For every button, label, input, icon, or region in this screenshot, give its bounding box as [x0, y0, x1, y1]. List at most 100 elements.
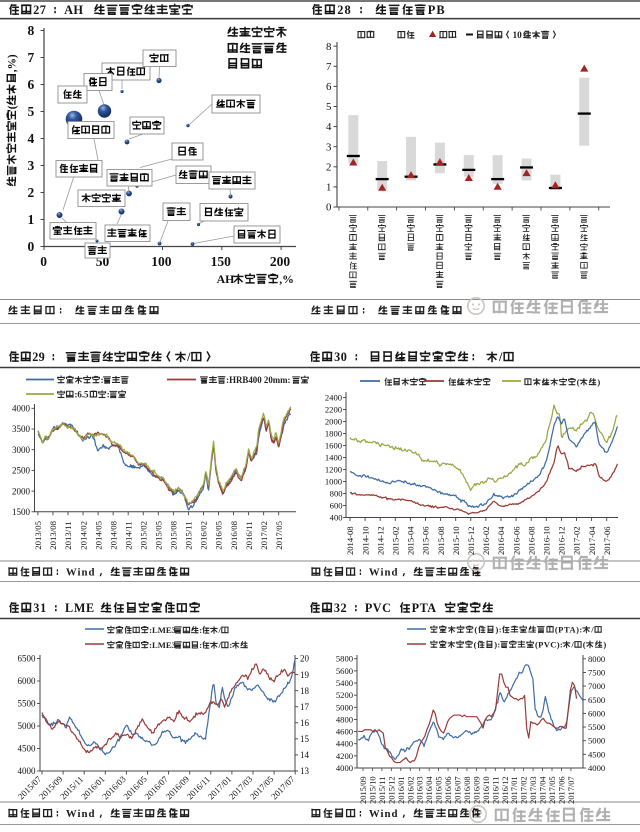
svg-text:2016/02: 2016/02	[199, 521, 209, 550]
svg-text:PVC: PVC	[365, 601, 392, 615]
svg-text:3000: 3000	[12, 445, 31, 455]
svg-text:6000: 6000	[17, 676, 36, 686]
svg-text:4500: 4500	[17, 744, 36, 754]
svg-text:28: 28	[337, 3, 351, 17]
svg-text:1: 1	[326, 182, 331, 194]
svg-text:2014-10: 2014-10	[360, 526, 370, 555]
svg-text:17: 17	[300, 702, 310, 712]
svg-text:(: (	[583, 640, 586, 650]
svg-text:2016-10: 2016-10	[542, 526, 552, 555]
svg-text:0: 0	[40, 254, 47, 269]
svg-text:7: 7	[27, 50, 34, 65]
svg-text:(: (	[577, 377, 580, 387]
svg-text:):: ):	[495, 625, 502, 635]
svg-text:2016/11: 2016/11	[491, 777, 500, 804]
svg-text:5000: 5000	[17, 721, 36, 731]
svg-text:2015/02: 2015/02	[138, 521, 148, 550]
svg-text:6000: 6000	[588, 708, 605, 718]
svg-text:2015/09: 2015/09	[359, 776, 368, 803]
svg-text:(PTA):: (PTA):	[555, 625, 583, 635]
svg-text:14: 14	[300, 750, 310, 760]
svg-text:2016/03: 2016/03	[416, 776, 425, 803]
svg-text:6: 6	[27, 77, 34, 92]
svg-text:2015/11: 2015/11	[378, 777, 387, 804]
svg-text:,%): ,%)	[7, 54, 19, 72]
svg-text:3: 3	[326, 141, 331, 153]
svg-text:Wind: Wind	[369, 808, 399, 820]
svg-text:600: 600	[330, 501, 343, 511]
svg-text:5200: 5200	[336, 690, 353, 700]
svg-text:0: 0	[27, 239, 34, 254]
svg-text:Wind: Wind	[66, 567, 96, 579]
svg-text:5600: 5600	[336, 666, 353, 676]
svg-text:4: 4	[326, 121, 332, 133]
svg-text::: :	[199, 625, 202, 635]
svg-text:4600: 4600	[336, 727, 353, 737]
svg-text:2016/07: 2016/07	[454, 776, 463, 803]
svg-text:2014/05: 2014/05	[93, 520, 103, 549]
svg-text:8: 8	[326, 41, 331, 53]
svg-text:2016/05: 2016/05	[435, 776, 444, 803]
svg-text:4200: 4200	[336, 751, 353, 761]
svg-text:2016-02: 2016-02	[481, 526, 491, 555]
svg-text:2016-06: 2016-06	[511, 526, 521, 555]
svg-text:2015/12: 2015/12	[387, 776, 396, 803]
svg-text:2016/06: 2016/06	[444, 776, 453, 803]
svg-text:2016/04: 2016/04	[425, 776, 434, 804]
svg-text::LME3: :LME3	[149, 625, 176, 635]
svg-text:LME: LME	[65, 601, 95, 615]
svg-text:31: 31	[33, 601, 47, 615]
svg-text:1200: 1200	[325, 465, 342, 475]
svg-text:2016-12: 2016-12	[557, 526, 567, 555]
svg-text:2017/04: 2017/04	[539, 776, 548, 804]
svg-text:2014/11: 2014/11	[123, 521, 133, 550]
svg-text:2017/05: 2017/05	[274, 520, 284, 549]
svg-text:2016-04: 2016-04	[496, 526, 506, 555]
svg-text:5000: 5000	[588, 736, 605, 746]
svg-text:2: 2	[27, 185, 34, 200]
svg-text:2013/08: 2013/08	[48, 520, 58, 549]
svg-text:2015-10: 2015-10	[451, 526, 461, 555]
svg-text:2500: 2500	[12, 466, 31, 476]
svg-text:2014/02: 2014/02	[78, 521, 88, 550]
svg-text:2017-02: 2017-02	[572, 526, 582, 555]
svg-text:6500: 6500	[588, 695, 605, 705]
svg-text:4000: 4000	[336, 763, 353, 773]
svg-text:18: 18	[300, 686, 310, 696]
svg-text:2017/05: 2017/05	[548, 776, 557, 803]
svg-text:2015-12: 2015-12	[466, 526, 476, 555]
svg-text:2017/07: 2017/07	[567, 776, 576, 803]
svg-text:2016/05: 2016/05	[214, 520, 224, 549]
svg-text:400: 400	[330, 513, 343, 523]
svg-text:4000: 4000	[588, 763, 605, 773]
svg-text:32: 32	[334, 601, 347, 615]
svg-text:8: 8	[27, 23, 34, 38]
svg-text:2016/12: 2016/12	[501, 776, 510, 803]
svg-text:2200: 2200	[325, 405, 342, 415]
svg-text:30: 30	[334, 350, 347, 364]
svg-text:2015/05: 2015/05	[154, 520, 164, 549]
svg-text:2016/09: 2016/09	[472, 776, 481, 803]
svg-text:800: 800	[330, 489, 343, 499]
svg-text:(: (	[7, 105, 19, 109]
svg-text:Wind: Wind	[369, 567, 399, 579]
svg-text:3500: 3500	[12, 424, 31, 434]
svg-text:7500: 7500	[588, 667, 605, 677]
svg-text:4: 4	[27, 131, 34, 146]
svg-text:2017/02: 2017/02	[520, 776, 529, 803]
svg-text:2014-08: 2014-08	[345, 526, 355, 555]
svg-text:1800: 1800	[325, 429, 342, 439]
svg-text:PTA: PTA	[412, 601, 437, 615]
svg-text:2017/02: 2017/02	[259, 521, 269, 550]
svg-text:4800: 4800	[336, 714, 353, 724]
svg-text:16: 16	[300, 718, 310, 728]
svg-text:2016/08: 2016/08	[463, 776, 472, 803]
svg-text::HRB400 20mm:: :HRB400 20mm:	[226, 375, 290, 385]
svg-text:2015-04: 2015-04	[406, 526, 416, 555]
svg-text:2000: 2000	[325, 417, 342, 427]
svg-text:2015/08: 2015/08	[169, 520, 179, 549]
svg-text:2015/11: 2015/11	[184, 521, 194, 550]
svg-text:4500: 4500	[588, 749, 605, 759]
svg-text::LME3: :LME3	[149, 640, 176, 650]
svg-text:1400: 1400	[325, 453, 342, 463]
